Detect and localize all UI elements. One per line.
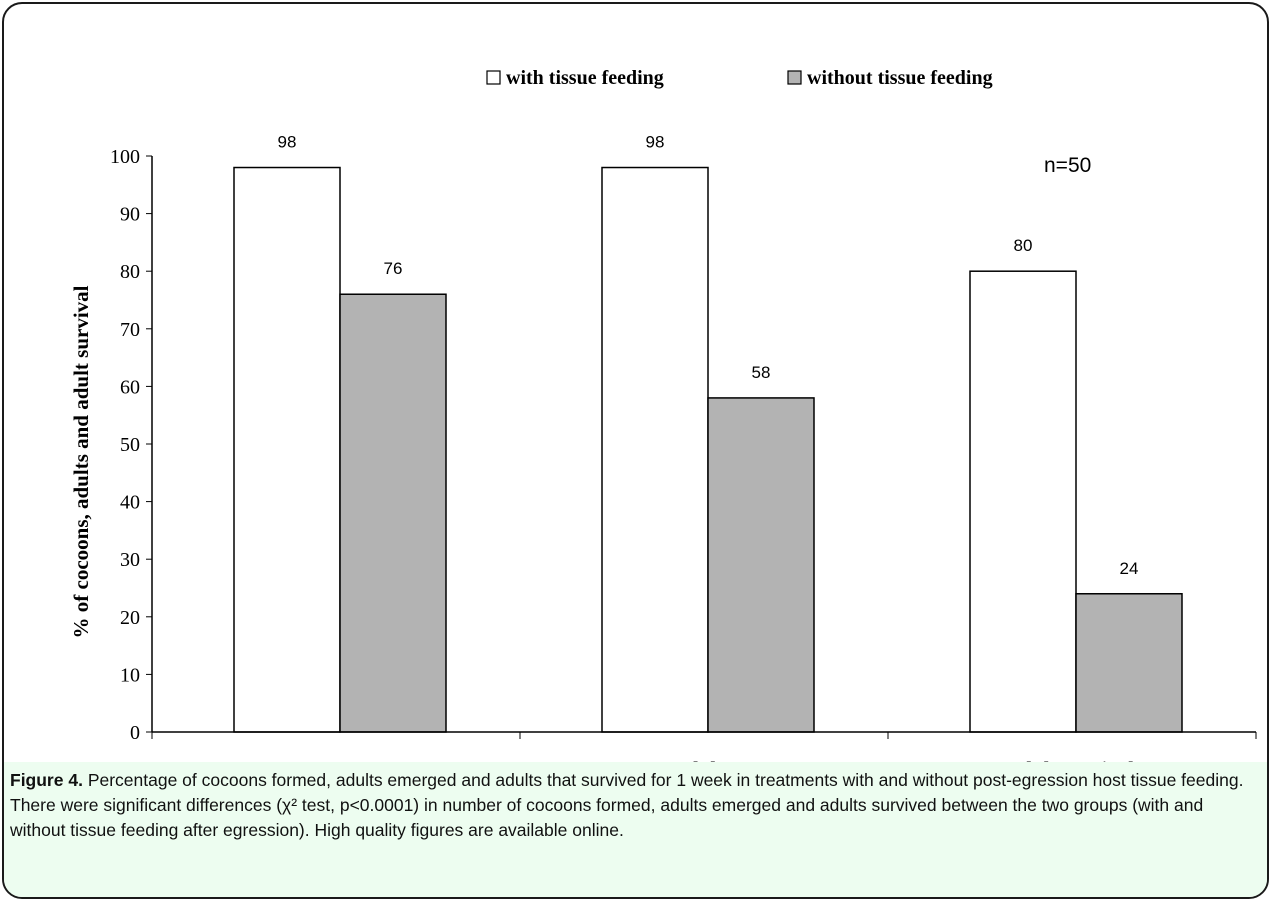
y-tick-label: 40 [120, 492, 140, 514]
y-axis-ticks: 0 10 20 30 40 50 60 70 80 90 100 [110, 146, 152, 744]
x-category-label: cocoons [301, 757, 371, 762]
y-tick-label: 70 [120, 319, 140, 341]
legend-label: with tissue feeding [506, 67, 664, 89]
legend-swatch [486, 70, 501, 85]
y-tick-label: 50 [120, 434, 140, 456]
axes [151, 156, 1257, 739]
y-axis-label: % of cocoons, adults and adult survival [69, 285, 93, 638]
legend: with tissue feeding without tissue feedin… [486, 67, 993, 89]
caption-text: Percentage of cocoons formed, adults eme… [10, 770, 1244, 840]
x-category-label: adults [677, 757, 732, 762]
x-category-label: adult survival [1010, 757, 1134, 762]
figure-caption: Figure 4. Percentage of cocoons formed, … [4, 762, 1267, 897]
bars: 98 76 98 58 80 24 [233, 133, 1183, 733]
data-label: 80 [1014, 236, 1033, 255]
y-tick-label: 100 [110, 146, 140, 168]
bar-chart: with tissue feeding without tissue feedin… [69, 67, 1257, 762]
caption-label: Figure 4. [10, 770, 83, 790]
y-tick-label: 0 [130, 722, 140, 744]
bar-with-tissue-feeding [969, 270, 1077, 733]
bar-with-tissue-feeding [601, 166, 709, 733]
y-tick-label: 20 [120, 607, 140, 629]
bar-with-tissue-feeding [233, 166, 341, 733]
sample-size-annotation: n=50 [1044, 154, 1091, 177]
data-label: 58 [752, 363, 771, 382]
bar-without-tissue-feeding [707, 397, 815, 733]
data-label: 98 [646, 133, 665, 152]
x-axis-categories: cocoons adults adult survival [301, 757, 1134, 762]
y-tick-label: 30 [120, 549, 140, 571]
y-tick-label: 60 [120, 376, 140, 398]
data-label: 76 [384, 259, 403, 278]
y-tick-label: 90 [120, 204, 140, 226]
bar-without-tissue-feeding [339, 293, 447, 733]
legend-label: without tissue feeding [807, 67, 993, 89]
y-tick-label: 80 [120, 261, 140, 283]
data-label: 98 [278, 133, 297, 152]
y-tick-label: 10 [120, 664, 140, 686]
data-label: 24 [1120, 559, 1139, 578]
legend-swatch [787, 70, 802, 85]
bar-without-tissue-feeding [1075, 593, 1183, 733]
